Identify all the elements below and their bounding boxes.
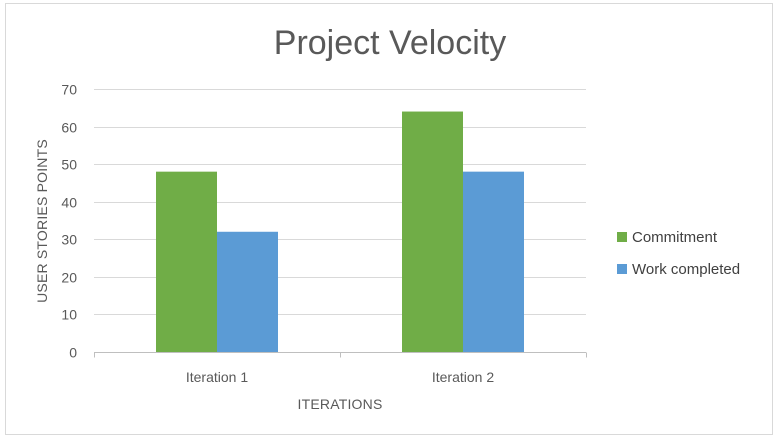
x-tick-label: Iteration 1 xyxy=(186,369,248,385)
legend-entry-label: Work completed xyxy=(632,261,740,278)
y-tick-label: 10 xyxy=(61,307,77,323)
bar-commitment[interactable] xyxy=(402,111,463,353)
y-tick-label: 20 xyxy=(61,270,77,286)
legend-swatch xyxy=(617,232,627,242)
legend-entry-label: Commitment xyxy=(632,229,718,246)
y-tick-label: 0 xyxy=(69,345,77,361)
legend[interactable]: Commitment Work completed xyxy=(617,229,740,278)
y-tick-label: 30 xyxy=(61,232,77,248)
y-tick-label: 60 xyxy=(61,120,77,136)
bar-work-completed[interactable] xyxy=(217,231,278,352)
bar-work-completed[interactable] xyxy=(463,171,524,352)
bar-commitment[interactable] xyxy=(156,171,217,352)
legend-swatch xyxy=(617,264,627,274)
y-axis-title: USER STORIES POINTS xyxy=(34,139,50,303)
bars xyxy=(156,111,524,353)
chart-title: Project Velocity xyxy=(274,24,506,62)
x-axis: Iteration 1 Iteration 2 xyxy=(94,352,587,385)
y-tick-label: 70 xyxy=(61,82,77,98)
y-axis-ticks: 0 10 20 30 40 50 60 70 xyxy=(61,82,77,361)
x-tick-label: Iteration 2 xyxy=(432,369,494,385)
chart-area[interactable] xyxy=(5,3,773,435)
x-axis-title: ITERATIONS xyxy=(298,396,383,412)
y-tick-label: 40 xyxy=(61,195,77,211)
y-tick-label: 50 xyxy=(61,157,77,173)
